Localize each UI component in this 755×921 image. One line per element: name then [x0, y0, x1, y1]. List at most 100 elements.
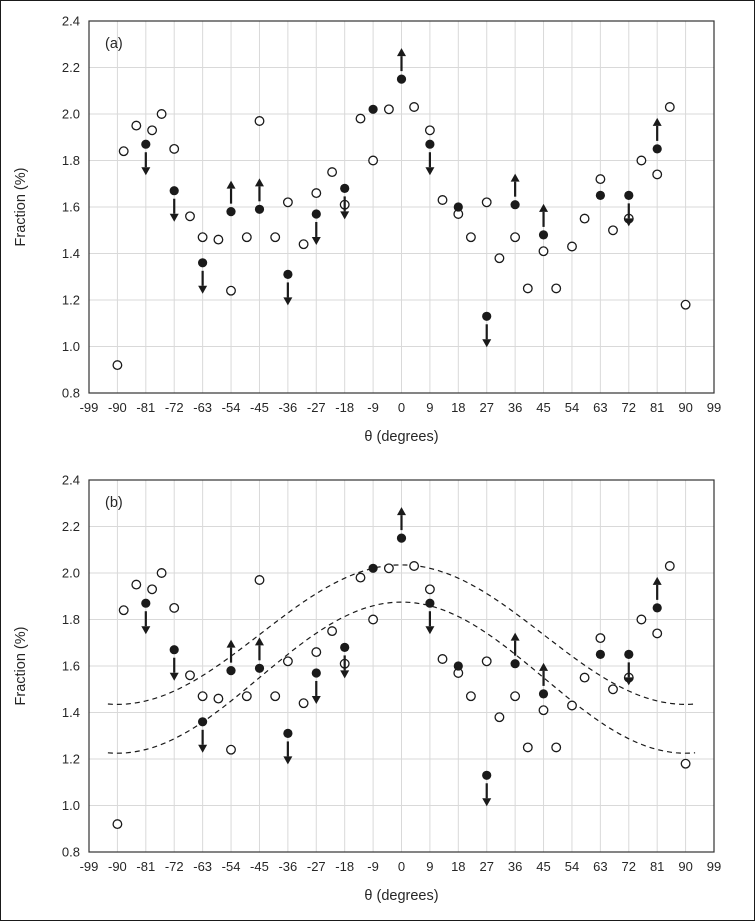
- svg-text:-54: -54: [222, 859, 241, 874]
- y-tick-labels: 0.8 1.0 1.2 1.4 1.6 1.8 2.0 2.2 2.4: [62, 14, 80, 401]
- svg-text:-27: -27: [307, 859, 326, 874]
- open-circle-series: [112, 561, 691, 830]
- plot-border: [88, 20, 715, 394]
- open-circle-point: [551, 283, 562, 294]
- svg-text:-18: -18: [335, 859, 354, 874]
- open-circle-point: [608, 225, 618, 236]
- filled-circle-point: [624, 649, 634, 659]
- svg-text:-36: -36: [278, 859, 297, 874]
- open-circle-point: [579, 213, 590, 224]
- filled-circle-point: [624, 190, 634, 200]
- svg-text:18: 18: [451, 859, 465, 874]
- open-circle-point: [383, 104, 394, 115]
- filled-circle-point: [652, 603, 662, 613]
- open-circle-point: [156, 568, 167, 578]
- open-circle-point: [241, 232, 252, 243]
- limit-arrow-down: [340, 655, 350, 679]
- limit-arrow-up: [510, 173, 520, 197]
- limit-arrow-down: [624, 203, 634, 227]
- open-circle-point: [595, 633, 606, 644]
- svg-text:2.2: 2.2: [62, 60, 80, 75]
- open-circle-point: [595, 174, 606, 185]
- svg-text:45: 45: [536, 400, 550, 415]
- filled-circle-point: [425, 598, 435, 608]
- plot-background: [1, 460, 754, 919]
- filled-circle-point: [311, 209, 321, 219]
- svg-text:-72: -72: [165, 859, 184, 874]
- open-circle-point: [481, 656, 492, 667]
- filled-circle-point: [482, 770, 492, 780]
- limit-arrow-up: [652, 576, 662, 600]
- filled-circle-point: [368, 104, 378, 114]
- svg-text:1.2: 1.2: [62, 752, 80, 767]
- svg-text:-54: -54: [222, 400, 241, 415]
- filled-circle-point: [141, 139, 151, 149]
- open-circle-point: [156, 109, 167, 119]
- svg-text:0.8: 0.8: [62, 845, 80, 860]
- limit-arrow-up: [510, 632, 520, 656]
- open-circle-point: [664, 102, 675, 112]
- open-circle-point: [424, 125, 435, 136]
- limit-arrow-up: [226, 639, 236, 663]
- filled-circle-point: [340, 183, 350, 193]
- svg-text:99: 99: [707, 859, 721, 874]
- limit-arrow-down: [283, 282, 293, 306]
- svg-text:-27: -27: [307, 400, 326, 415]
- svg-text:1.4: 1.4: [62, 705, 80, 720]
- svg-text:-63: -63: [193, 400, 212, 415]
- svg-text:-81: -81: [136, 400, 155, 415]
- open-circle-point: [185, 211, 195, 222]
- svg-text:0.8: 0.8: [62, 386, 80, 401]
- open-circle-point: [254, 116, 265, 126]
- svg-text:90: 90: [678, 859, 692, 874]
- svg-text:2.2: 2.2: [62, 519, 80, 534]
- open-circle-point: [494, 712, 505, 723]
- open-circle-point: [680, 758, 691, 769]
- filled-circle-point: [396, 533, 407, 543]
- open-circle-point: [282, 197, 293, 208]
- plot-background: [1, 1, 754, 460]
- open-circle-point: [118, 605, 129, 616]
- chart-panel-b: -99 -90 -81 -72 -63 -54 -45 -36 -27 -18 -9 0 9 18 27 36…: [1, 460, 754, 919]
- lower-dashed-fit: [107, 601, 696, 754]
- open-circle-point: [510, 232, 521, 243]
- svg-text:-9: -9: [367, 859, 379, 874]
- open-circle-point: [197, 232, 208, 243]
- svg-text:-90: -90: [108, 400, 127, 415]
- svg-text:1.0: 1.0: [62, 339, 80, 354]
- svg-text:2.0: 2.0: [62, 107, 80, 122]
- filled-circle-point: [340, 642, 350, 652]
- open-circle-point: [311, 188, 322, 199]
- x-tick-labels: -99 -90 -81 -72 -63 -54 -45 -36 -27 -18 -9 0 9 18 27 36…: [80, 859, 722, 874]
- open-circle-point: [298, 239, 309, 250]
- open-circle-point: [652, 169, 663, 180]
- limit-arrow-down: [283, 741, 293, 765]
- open-circle-point: [522, 283, 533, 294]
- svg-text:-45: -45: [250, 400, 269, 415]
- limit-arrow-up: [254, 637, 264, 661]
- x-axis-title: θ (degrees): [364, 429, 438, 445]
- svg-text:54: 54: [565, 400, 579, 415]
- svg-text:9: 9: [426, 400, 433, 415]
- filled-circle-point: [141, 598, 151, 608]
- open-circle-point: [197, 691, 208, 702]
- open-circle-point: [652, 628, 663, 639]
- open-circle-point: [383, 563, 394, 574]
- limit-arrow-down: [169, 657, 179, 681]
- upper-dashed-fit: [107, 564, 696, 706]
- filled-circle-point: [510, 200, 520, 210]
- limit-arrow-down: [198, 729, 208, 753]
- svg-text:-99: -99: [80, 859, 99, 874]
- svg-text:1.8: 1.8: [62, 612, 80, 627]
- limit-arrow-down: [311, 680, 321, 704]
- filled-circle-point: [254, 204, 265, 214]
- open-circle-point: [481, 197, 492, 208]
- open-circle-point: [409, 102, 420, 112]
- filled-circle-series: [141, 507, 662, 807]
- limit-arrow-up: [397, 507, 406, 531]
- svg-text:1.6: 1.6: [62, 200, 80, 215]
- filled-circle-point: [368, 563, 378, 573]
- limit-arrow-down: [198, 270, 208, 294]
- panel-label: (b): [105, 495, 123, 511]
